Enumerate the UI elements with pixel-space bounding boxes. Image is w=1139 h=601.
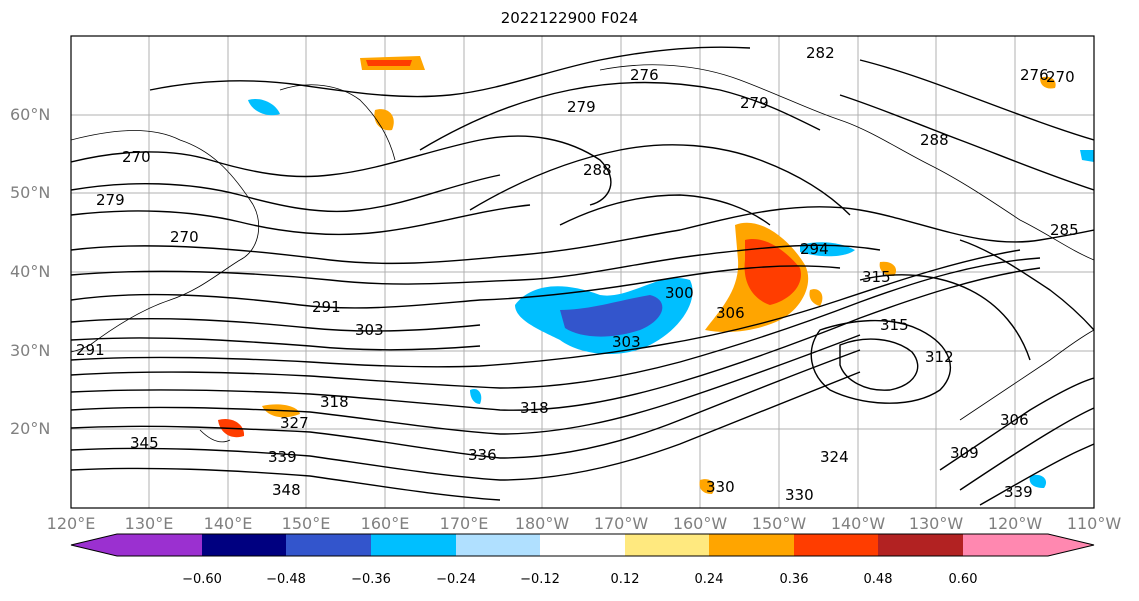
lon-label: 110°W [1066, 514, 1122, 533]
lat-label: 40°N [10, 262, 51, 281]
lon-label: 130°E [124, 514, 174, 533]
lon-label: 180°W [514, 514, 570, 533]
lat-label: 60°N [10, 105, 51, 124]
coastlines [71, 64, 1094, 443]
colorbar-segment [625, 534, 709, 556]
contour-label: 315 [880, 316, 909, 334]
lat-label: 20°N [10, 419, 51, 438]
contour-label: 339 [1004, 483, 1033, 501]
colorbar-tick-label: 0.12 [610, 572, 640, 587]
colorbar-segment [117, 534, 202, 556]
colorbar-tick-label: 0.60 [948, 572, 978, 587]
contour-label-group: 270 279 270 279 276 279 288 282 270 291 … [76, 44, 1079, 504]
colorbar-under-arrow [71, 534, 117, 556]
map-frame [70, 35, 1095, 509]
contour-label: 330 [785, 486, 814, 504]
lon-label: 140°E [203, 514, 253, 533]
contour-label: 276 [1020, 66, 1049, 84]
contour-label: 306 [716, 304, 745, 322]
contour-label: 300 [665, 284, 694, 302]
colorbar-tick-label: −0.24 [436, 572, 476, 587]
lat-label: 30°N [10, 341, 51, 360]
contour-label: 318 [520, 399, 549, 417]
colorbar-segment [794, 534, 878, 556]
contour-label: 276 [630, 66, 659, 84]
colorbar-segment [286, 534, 371, 556]
shaded-field [218, 56, 1094, 494]
colorbar-tick-label: 0.24 [694, 572, 724, 587]
lon-label: 130°W [908, 514, 964, 533]
lat-label: 50°N [10, 183, 51, 202]
lon-label: 120°E [46, 514, 96, 533]
colorbar-segment [963, 534, 1048, 556]
contour-label: 327 [280, 414, 309, 432]
colorbar-over-arrow [1048, 534, 1094, 556]
colorbar-segment [202, 534, 286, 556]
positive-anomaly-core [744, 239, 801, 305]
lon-label: 150°W [751, 514, 807, 533]
contour-label: 339 [268, 448, 297, 466]
colorbar-tick-label: 0.48 [863, 572, 893, 587]
contour-label: 285 [1050, 221, 1079, 239]
contour-label: 336 [468, 446, 497, 464]
colorbar-segment [878, 534, 963, 556]
contour-label: 315 [862, 268, 891, 286]
colorbar-segment [371, 534, 456, 556]
contour-label: 279 [567, 98, 596, 116]
contour-label: 291 [312, 298, 341, 316]
map-panel: 270 279 270 279 276 279 288 282 270 291 … [70, 35, 1095, 509]
contour-label: 288 [583, 161, 612, 179]
colorbar-tick-label: −0.36 [351, 572, 391, 587]
contour-label: 270 [122, 148, 151, 166]
colorbar-tick-label: −0.48 [266, 572, 306, 587]
lon-label: 170°E [439, 514, 489, 533]
contour-label: 288 [920, 131, 949, 149]
contour-label: 270 [170, 228, 199, 246]
contour-label: 348 [272, 481, 301, 499]
contour-label: 294 [800, 240, 829, 258]
contour-label: 303 [612, 333, 641, 351]
contour-label: 303 [355, 321, 384, 339]
contour-label: 345 [130, 434, 159, 452]
colorbar-tick-label: −0.60 [182, 572, 222, 587]
contour-label: 270 [1046, 68, 1075, 86]
contour-label: 279 [96, 191, 125, 209]
colorbar-tick-label: −0.12 [520, 572, 560, 587]
colorbar-segment [709, 534, 794, 556]
contour-label: 279 [740, 94, 769, 112]
lon-label: 160°E [360, 514, 410, 533]
contour-label: 330 [706, 478, 735, 496]
contour-label: 291 [76, 341, 105, 359]
map-title: 2022122900 F024 [500, 9, 639, 27]
negative-anomaly-core [560, 295, 663, 337]
colorbar [70, 533, 1095, 557]
lon-label: 160°W [672, 514, 728, 533]
contour-label: 309 [950, 444, 979, 462]
contour-label: 312 [925, 348, 954, 366]
contour-label: 318 [320, 393, 349, 411]
contour-label: 324 [820, 448, 849, 466]
lon-label: 120°W [987, 514, 1043, 533]
lon-label: 150°E [281, 514, 331, 533]
lon-label: 170°W [593, 514, 649, 533]
contour-label: 306 [1000, 411, 1029, 429]
colorbar-segment [540, 534, 625, 556]
colorbar-segment [456, 534, 540, 556]
contour-lines [71, 46, 1094, 506]
contour-label: 282 [806, 44, 835, 62]
colorbar-tick-label: 0.36 [779, 572, 809, 587]
lon-label: 140°W [830, 514, 886, 533]
